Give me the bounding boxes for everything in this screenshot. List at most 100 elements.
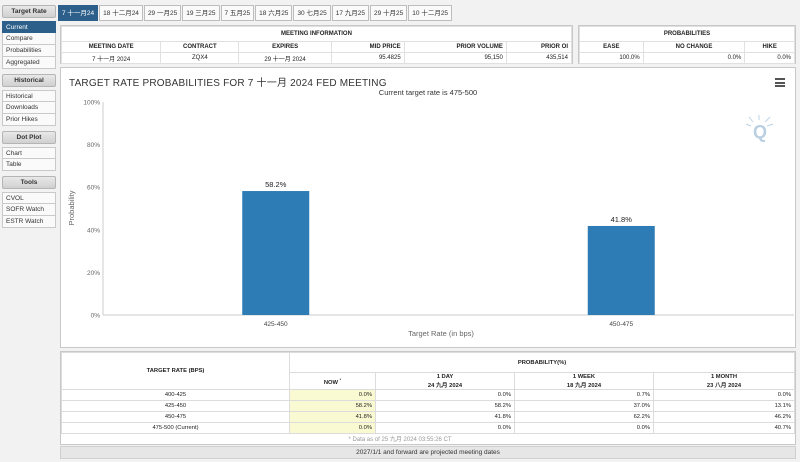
meeting-tab[interactable]: 18 十二月24 (99, 5, 143, 21)
sidebar-item-compare[interactable]: Compare (2, 33, 56, 45)
y-tick-label: 40% (87, 227, 100, 234)
sidebar-item-estr-watch[interactable]: ESTR Watch (2, 216, 56, 228)
meeting-tabs: 7 十一月24 18 十二月24 29 一月25 19 三月25 7 五月25 … (58, 5, 453, 21)
chart-subtitle: Current target rate is 475-500 (378, 88, 478, 97)
x-tick-label: 425-450 (264, 321, 288, 328)
x-axis-title: Target Rate (in bps) (408, 329, 474, 338)
chart-title: TARGET RATE PROBABILITIES FOR 7 十一月 2024… (69, 78, 387, 89)
table-row: 475-500 (Current) 0.0% 0.0% 0.0% 40.7% (61, 422, 795, 434)
sidebar-item-chart[interactable]: Chart (2, 147, 56, 159)
sidebar-group-dot-plot: Dot Plot (2, 131, 56, 144)
one-month-header: 1 MONTH 23 八月 2024 (653, 372, 795, 390)
meeting-tab[interactable]: 17 九月25 (331, 5, 369, 21)
rate-cell: 475-500 (Current) (61, 422, 290, 434)
one-week-header: 1 WEEK 18 九月 2024 (514, 372, 654, 390)
now-cell: 41.8% (289, 411, 376, 423)
meeting-information-panel: MEETING INFORMATION MEETING DATE CONTRAC… (60, 25, 573, 64)
bar[interactable] (587, 225, 655, 315)
table-row: 425-450 58.2% 58.2% 37.0% 13.1% (61, 400, 795, 412)
y-tick-label: 20% (87, 270, 100, 277)
sidebar-item-historical[interactable]: Historical (2, 90, 56, 102)
col-header: CONTRACT (160, 41, 240, 53)
week-cell: 0.7% (514, 389, 654, 401)
table-row: 450-475 41.8% 41.8% 62.2% 46.2% (61, 411, 795, 423)
sidebar-item-downloads[interactable]: Downloads (2, 102, 56, 114)
sidebar-item-cvol[interactable]: CVOL (2, 192, 56, 204)
x-tick-label: 450-475 (609, 321, 633, 328)
meeting-date-value: 7 十一月 2024 (60, 52, 162, 64)
col-header: HIKE (744, 41, 795, 53)
sidebar-item-prior-hikes[interactable]: Prior Hikes (2, 114, 56, 126)
expires-value: 29 十一月 2024 (238, 52, 332, 64)
month-cell: 0.0% (653, 389, 795, 401)
now-cell: 0.0% (289, 422, 376, 434)
bar-data-label: 41.8% (611, 215, 633, 224)
y-tick-label: 60% (87, 185, 100, 192)
col-header: PRIOR OI (505, 41, 573, 53)
sidebar-group-target-rate: Target Rate (2, 5, 56, 18)
sidebar-group-historical: Historical (2, 74, 56, 87)
meeting-tab[interactable]: 7 五月25 (220, 5, 255, 21)
day-cell: 0.0% (375, 422, 515, 434)
chart-panel: TARGET RATE PROBABILITIES FOR 7 十一月 2024… (60, 67, 796, 348)
q-logo-icon: Q (745, 115, 774, 142)
probability-header: PROBABILITY(%) (289, 352, 795, 373)
sidebar-group-tools: Tools (2, 176, 56, 189)
meeting-information-title: MEETING INFORMATION (61, 26, 572, 42)
rate-cell: 450-475 (61, 411, 290, 423)
ease-value: 100.0% (579, 52, 644, 64)
now-cell: 58.2% (289, 400, 376, 412)
meeting-tab[interactable]: 7 十一月24 (58, 5, 99, 21)
sidebar-item-current[interactable]: Current (2, 21, 56, 33)
col-header: PRIOR VOLUME (403, 41, 507, 53)
rate-cell: 400-425 (61, 389, 290, 401)
col-header: MEETING DATE (60, 41, 162, 53)
week-cell: 62.2% (514, 411, 654, 423)
col-header: MID PRICE (330, 41, 405, 53)
footer-note: 2027/1/1 and forward are projected meeti… (60, 446, 796, 459)
bar-chart: Probability Target Rate (in bps) 0% 20% 40… (67, 100, 794, 338)
contract-value: ZQX4 (160, 52, 240, 64)
sidebar-item-probabilities[interactable]: Probabilities (2, 45, 56, 57)
col-header: NO CHANGE (642, 41, 746, 53)
target-rate-header: TARGET RATE (BPS) (61, 352, 290, 390)
meeting-tab[interactable]: 10 十二月25 (408, 5, 453, 21)
meeting-tab[interactable]: 30 七月25 (293, 5, 331, 21)
bar[interactable] (242, 191, 310, 315)
sidebar-item-sofr-watch[interactable]: SOFR Watch (2, 204, 56, 216)
one-day-header: 1 DAY 24 九月 2024 (375, 372, 515, 390)
data-timestamp-note: * Data as of 25 九月 2024 03:55:26 CT (348, 437, 452, 443)
now-cell: 0.0% (289, 389, 376, 401)
svg-text:Q: Q (753, 122, 767, 142)
prior-oi-value: 435,514 (505, 52, 573, 64)
bar-data-label: 58.2% (265, 180, 287, 189)
meeting-tab[interactable]: 29 十月25 (370, 5, 408, 21)
no-change-value: 0.0% (642, 52, 746, 64)
mid-price-value: 95.4825 (330, 52, 405, 64)
meeting-tab[interactable]: 29 一月25 (143, 5, 182, 21)
month-cell: 46.2% (653, 411, 795, 423)
probability-table-panel: TARGET RATE (BPS) PROBABILITY(%) NOW * 1… (60, 351, 796, 445)
table-row: 400-425 0.0% 0.0% 0.7% 0.0% (61, 389, 795, 401)
month-cell: 13.1% (653, 400, 795, 412)
meeting-tab[interactable]: 18 六月25 (255, 5, 293, 21)
meeting-tab[interactable]: 19 三月25 (182, 5, 220, 21)
week-cell: 37.0% (514, 400, 654, 412)
y-axis-title: Probability (67, 190, 76, 225)
day-cell: 41.8% (375, 411, 515, 423)
probability-table: TARGET RATE (BPS) PROBABILITY(%) NOW * 1… (61, 352, 795, 434)
sidebar-item-aggregated[interactable]: Aggregated (2, 57, 56, 69)
col-header: EXPIRES (238, 41, 332, 53)
probabilities-title: PROBABILITIES (579, 26, 795, 42)
sidebar-item-table[interactable]: Table (2, 159, 56, 171)
now-header: NOW * (289, 372, 376, 390)
y-tick-label: 0% (91, 313, 101, 320)
probabilities-panel: PROBABILITIES EASE NO CHANGE HIKE 100.0%… (578, 25, 796, 64)
month-cell: 40.7% (653, 422, 795, 434)
hike-value: 0.0% (744, 52, 795, 64)
week-cell: 0.0% (514, 422, 654, 434)
y-tick-label: 100% (83, 100, 100, 107)
hamburger-menu-icon[interactable] (775, 78, 785, 87)
y-tick-label: 80% (87, 142, 100, 149)
col-header: EASE (579, 41, 644, 53)
